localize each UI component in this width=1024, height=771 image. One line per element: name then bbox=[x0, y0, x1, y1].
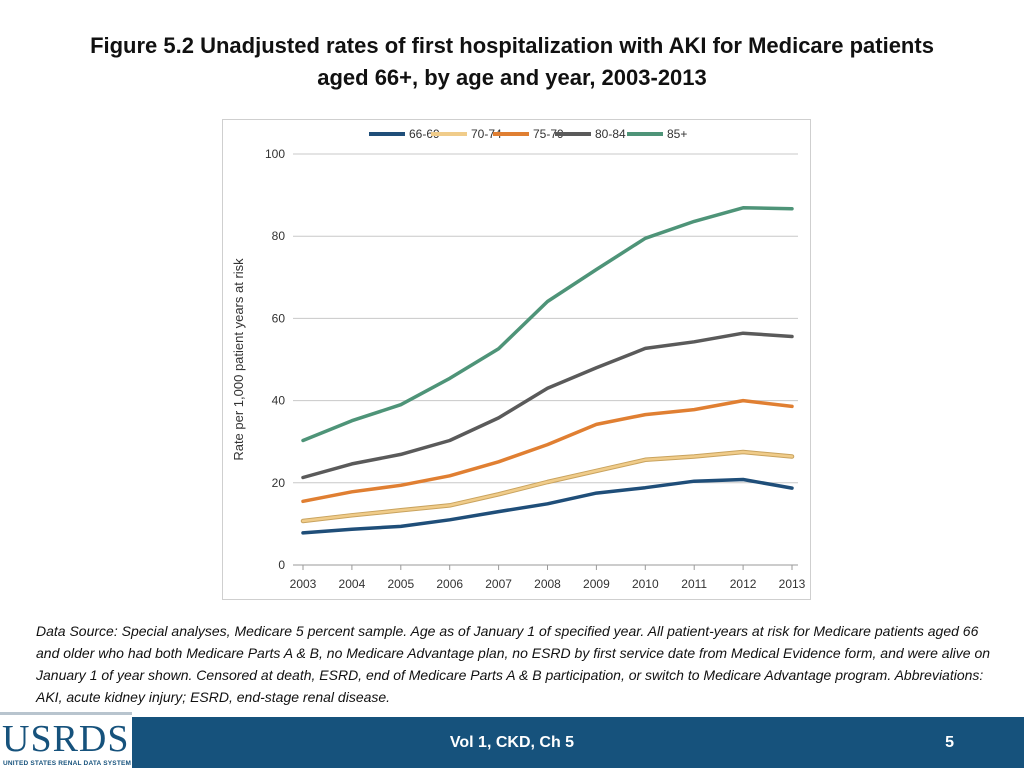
line-chart: 0 20 40 60 80 100 2003 2004 2005 2006 2007 2008 2009… bbox=[231, 127, 806, 591]
x-tick-label-2005: 2005 bbox=[387, 577, 414, 591]
series-line-outline-70-74 bbox=[300, 449, 795, 524]
x-tick-label-2012: 2012 bbox=[730, 577, 757, 591]
legend-label-70-74: 70-74 bbox=[471, 127, 502, 141]
x-tick-label-2006: 2006 bbox=[436, 577, 463, 591]
legend-label-75-79: 75-79 bbox=[533, 127, 564, 141]
x-tick-label-2011: 2011 bbox=[681, 577, 707, 591]
x-tick-label-2007: 2007 bbox=[485, 577, 512, 591]
series-line-70-74 bbox=[301, 450, 794, 523]
y-axis-label: Rate per 1,000 patient years at risk bbox=[231, 258, 246, 461]
footer-volume-label: Vol 1, CKD, Ch 5 bbox=[449, 734, 575, 751]
legend-label-66-69: 66-69 bbox=[409, 127, 440, 141]
series-line-75-79 bbox=[301, 398, 794, 504]
series-line-80-84 bbox=[301, 331, 794, 480]
y-tick-label-20: 20 bbox=[272, 476, 286, 490]
legend-label-85+: 85+ bbox=[667, 127, 687, 141]
x-tick-label-2003: 2003 bbox=[290, 577, 317, 591]
page-number: 5 bbox=[945, 734, 954, 751]
data-source-note: Data Source: Special analyses, Medicare … bbox=[36, 623, 991, 705]
y-tick-label-100: 100 bbox=[265, 147, 285, 161]
series-line-66-69 bbox=[301, 477, 794, 535]
footer-bar: Vol 1, CKD, Ch 5 5 bbox=[0, 717, 1024, 768]
figure-title-line-1: Figure 5.2 Unadjusted rates of first hos… bbox=[90, 33, 934, 58]
figure-title: Figure 5.2 Unadjusted rates of first hos… bbox=[0, 30, 1024, 94]
y-tick-label-40: 40 bbox=[272, 394, 286, 408]
x-tick-label-2010: 2010 bbox=[632, 577, 659, 591]
y-tick-label-0: 0 bbox=[278, 558, 285, 572]
y-tick-label-60: 60 bbox=[272, 311, 286, 325]
usrds-logo-text: USRDS bbox=[2, 718, 130, 760]
x-tick-label-2013: 2013 bbox=[779, 577, 806, 591]
figure-title-line-2: aged 66+, by age and year, 2003-2013 bbox=[317, 65, 707, 90]
x-tick-label-2004: 2004 bbox=[339, 577, 366, 591]
usrds-logo: USRDS UNITED STATES RENAL DATA SYSTEM bbox=[0, 712, 132, 771]
x-tick-label-2008: 2008 bbox=[534, 577, 561, 591]
usrds-logo-subtext: UNITED STATES RENAL DATA SYSTEM bbox=[3, 760, 132, 767]
series-line-85+ bbox=[301, 206, 794, 443]
legend-label-80-84: 80-84 bbox=[595, 127, 626, 141]
y-tick-label-80: 80 bbox=[272, 229, 286, 243]
chart-frame: 0 20 40 60 80 100 2003 2004 2005 2006 2007 2008 2009… bbox=[222, 119, 811, 600]
x-tick-label-2009: 2009 bbox=[583, 577, 610, 591]
